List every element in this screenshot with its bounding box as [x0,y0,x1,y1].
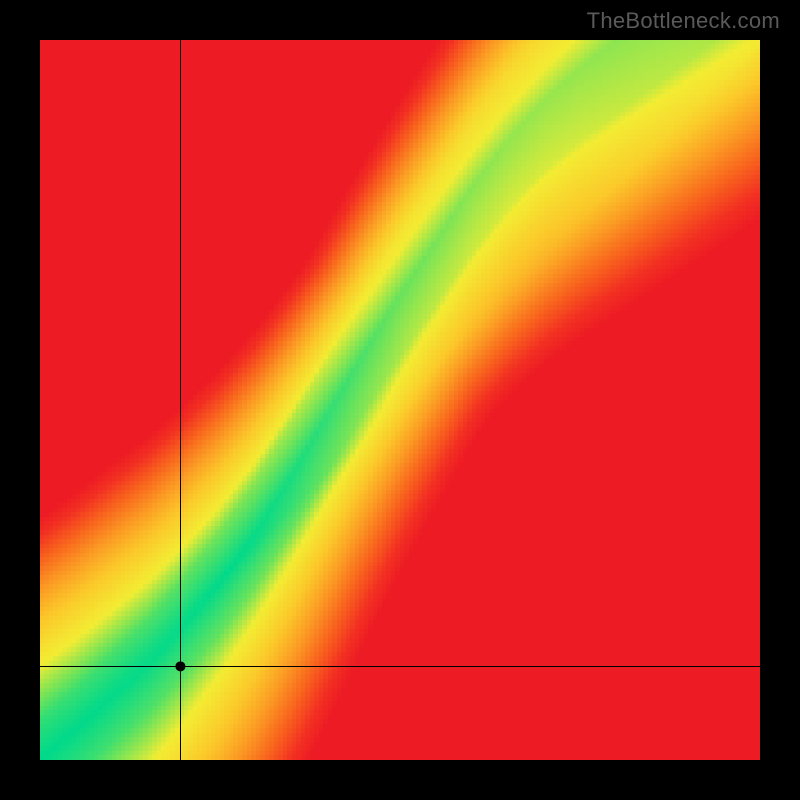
watermark-text: TheBottleneck.com [587,8,780,34]
heatmap-canvas [40,40,760,760]
